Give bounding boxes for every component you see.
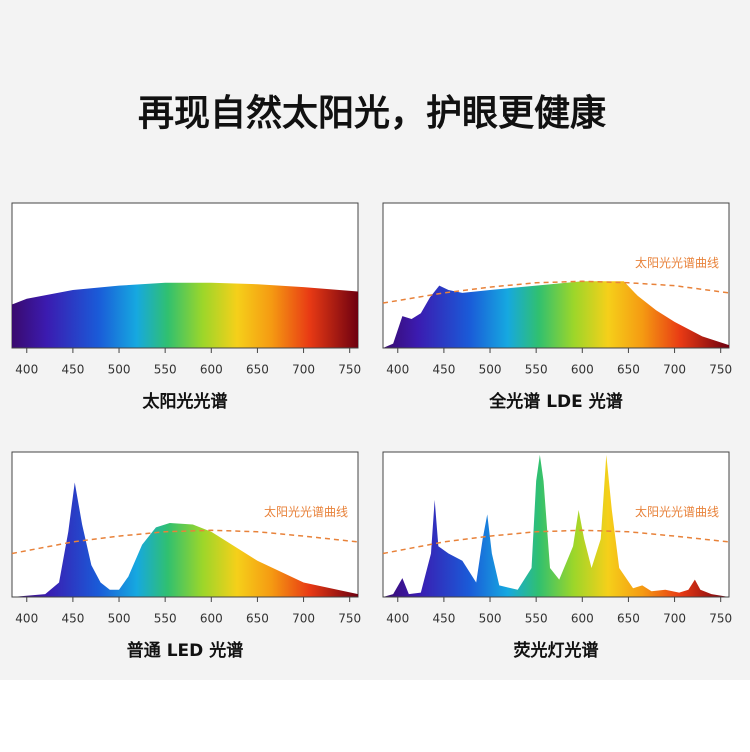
- series-label: 太阳光光谱曲线: [264, 504, 348, 519]
- x-tick-label: 450: [61, 363, 84, 377]
- x-tick-label: 500: [108, 363, 131, 377]
- x-tick-label: 500: [479, 363, 502, 377]
- chart-caption: 普通 LED 光谱: [127, 640, 243, 661]
- spectrum-area: [383, 281, 729, 348]
- x-tick-label: 700: [292, 612, 315, 626]
- x-tick-label: 500: [108, 612, 131, 626]
- x-tick-label: 600: [571, 612, 594, 626]
- x-tick-label: 450: [61, 612, 84, 626]
- page-title: 再现自然太阳光，护眼更健康: [138, 92, 606, 134]
- x-tick-label: 550: [154, 612, 177, 626]
- x-tick-label: 700: [663, 612, 686, 626]
- x-tick-label: 600: [200, 363, 223, 377]
- x-tick-label: 400: [386, 363, 409, 377]
- x-tick-label: 650: [617, 612, 640, 626]
- x-tick-label: 750: [709, 612, 732, 626]
- x-tick-label: 650: [246, 612, 269, 626]
- x-tick-label: 700: [292, 363, 315, 377]
- x-tick-label: 650: [617, 363, 640, 377]
- x-tick-label: 550: [525, 612, 548, 626]
- series-label: 太阳光光谱曲线: [635, 504, 719, 519]
- x-tick-label: 750: [338, 612, 361, 626]
- x-tick-label: 450: [432, 612, 455, 626]
- spectrum-area: [383, 454, 729, 597]
- x-tick-label: 650: [246, 363, 269, 377]
- x-tick-label: 550: [525, 363, 548, 377]
- x-tick-label: 500: [479, 612, 502, 626]
- x-tick-label: 450: [432, 363, 455, 377]
- x-tick-label: 400: [386, 612, 409, 626]
- chart-caption: 全光谱 LDE 光谱: [488, 391, 622, 412]
- x-tick-label: 600: [571, 363, 594, 377]
- series-label: 太阳光光谱曲线: [635, 255, 719, 270]
- chart-caption: 太阳光光谱: [143, 391, 228, 412]
- x-tick-label: 550: [154, 363, 177, 377]
- x-tick-label: 600: [200, 612, 223, 626]
- x-tick-label: 750: [709, 363, 732, 377]
- chart-caption: 荧光灯光谱: [514, 640, 599, 661]
- x-tick-label: 750: [338, 363, 361, 377]
- x-tick-label: 700: [663, 363, 686, 377]
- spectrum-area: [12, 482, 358, 597]
- x-tick-label: 400: [15, 612, 38, 626]
- spectrum-area: [12, 282, 358, 348]
- x-tick-label: 400: [15, 363, 38, 377]
